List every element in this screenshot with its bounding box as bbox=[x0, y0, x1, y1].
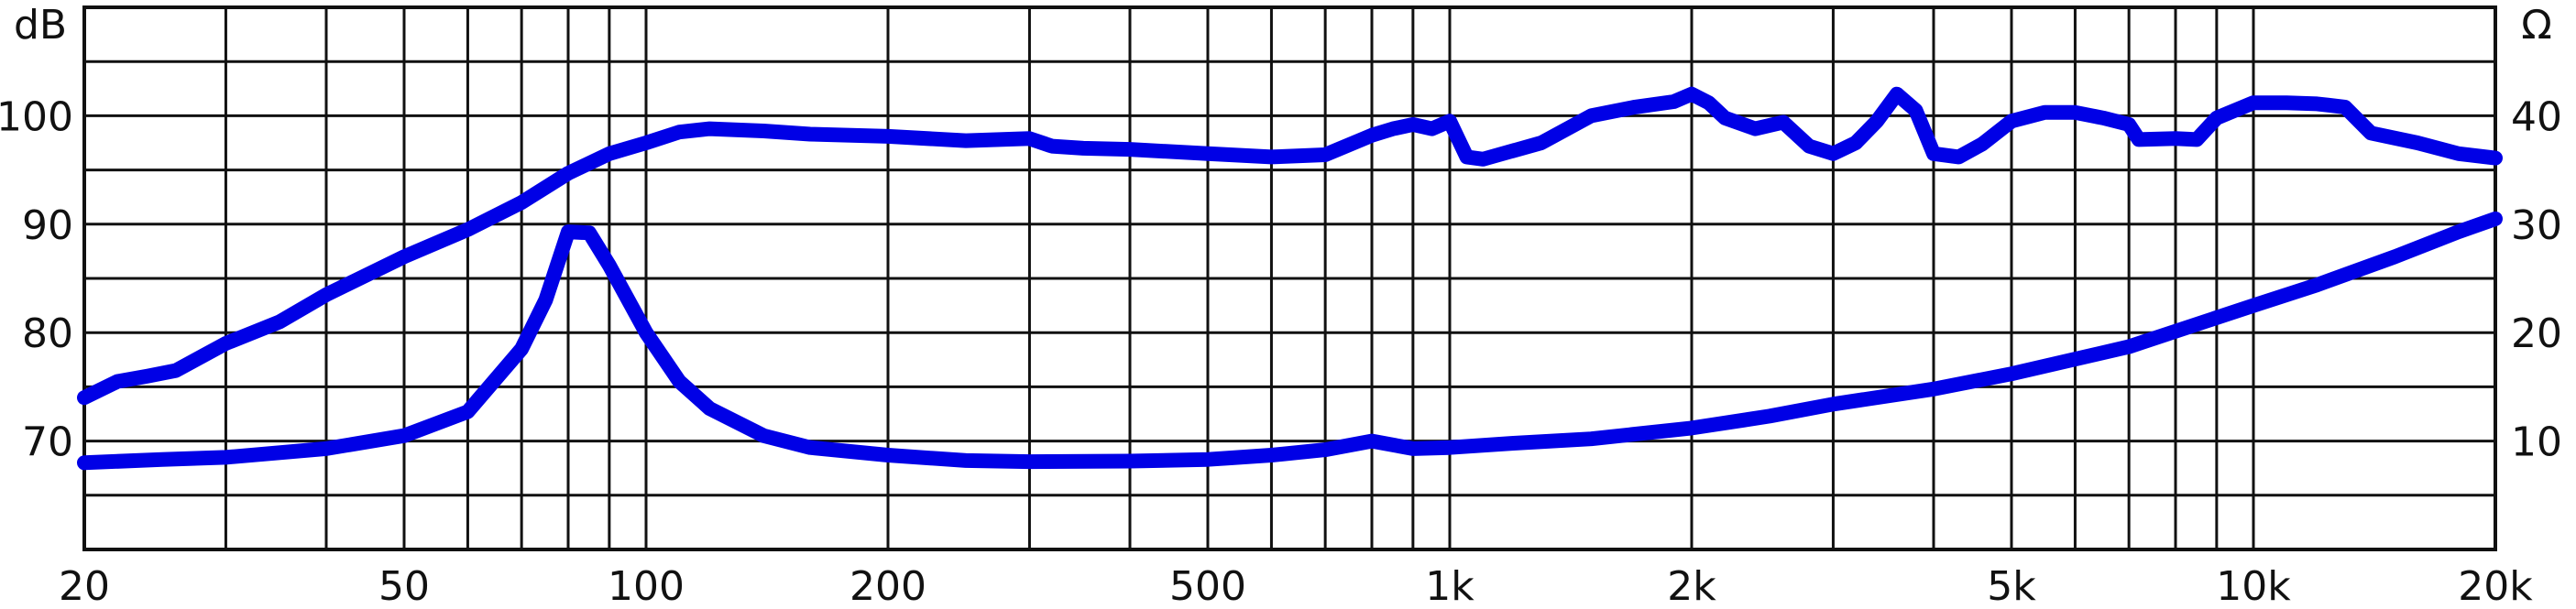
x-tick-label: 20 bbox=[59, 563, 110, 609]
x-tick-label: 20k bbox=[2458, 563, 2533, 609]
x-tick-label: 2k bbox=[1667, 563, 1716, 609]
series-layer bbox=[77, 86, 2503, 471]
plot-frame bbox=[82, 5, 2497, 551]
y-left-tick-label: 90 bbox=[22, 202, 73, 249]
y-right-tick-label: 20 bbox=[2511, 310, 2562, 357]
y-right-unit-label: Ω bbox=[2521, 2, 2552, 49]
y-left-tick-label: 70 bbox=[22, 419, 73, 466]
x-tick-label: 5k bbox=[1987, 563, 2036, 609]
x-tick-label: 1k bbox=[1425, 563, 1474, 609]
y-right-tick-label: 30 bbox=[2511, 202, 2562, 249]
x-tick-label: 200 bbox=[850, 563, 926, 609]
y-left-tick-label: 100 bbox=[0, 93, 73, 140]
y-left-tick-label: 80 bbox=[22, 310, 73, 357]
tick-labels: 20 50 100 200 500 1k 2k 5k 10k 20k 70 80 90 100 10 20 30… bbox=[0, 93, 2562, 609]
y-right-tick-label: 10 bbox=[2511, 419, 2562, 466]
x-tick-label: 100 bbox=[608, 563, 685, 609]
x-tick-label: 10k bbox=[2216, 563, 2291, 609]
impedance-curve bbox=[77, 211, 2503, 471]
spl-curve bbox=[77, 86, 2503, 406]
y-left-unit-label: dB bbox=[14, 2, 67, 49]
y-right-tick-label: 40 bbox=[2511, 93, 2562, 140]
grid bbox=[84, 7, 2495, 549]
x-tick-label: 50 bbox=[378, 563, 430, 609]
x-tick-label: 500 bbox=[1169, 563, 1246, 609]
